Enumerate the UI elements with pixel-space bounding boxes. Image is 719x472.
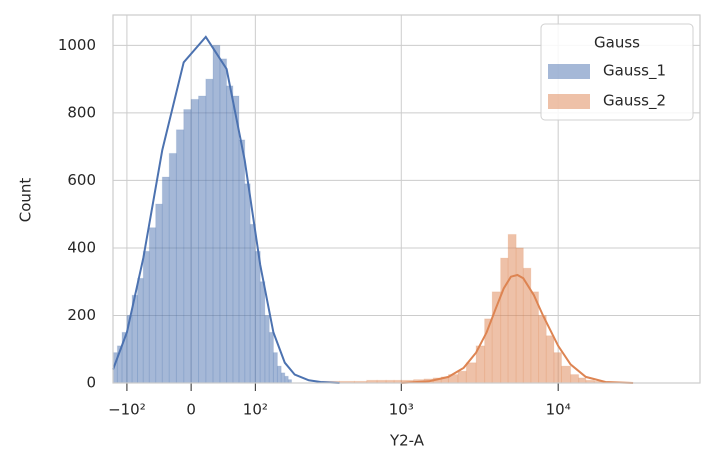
x-tick-label: 0 — [186, 401, 196, 419]
legend-title: Gauss — [594, 34, 640, 52]
legend: Gauss Gauss_1 Gauss_2 — [540, 23, 694, 121]
bar — [205, 78, 214, 384]
bar — [232, 95, 240, 384]
x-tick-label: 10³ — [389, 401, 414, 419]
y-tick-label: 0 — [86, 374, 96, 392]
bar — [570, 374, 580, 384]
y-tick-label: 400 — [67, 238, 96, 256]
legend-label: Gauss_1 — [603, 62, 666, 81]
bar — [238, 139, 246, 384]
x-tick-label: 10² — [243, 401, 268, 419]
bar — [137, 277, 144, 384]
bar — [272, 352, 278, 384]
bar — [198, 95, 207, 384]
bar — [254, 250, 261, 384]
bar — [507, 233, 517, 384]
kde-line — [401, 273, 634, 384]
x-tick-label: −10² — [108, 401, 146, 419]
bar — [183, 109, 192, 384]
bar — [578, 377, 587, 384]
x-tick-label: 10⁴ — [546, 401, 571, 419]
bar — [561, 365, 572, 384]
x-axis-label: Y2-A — [389, 432, 425, 450]
bar — [530, 291, 540, 384]
y-tick-label: 200 — [67, 306, 96, 324]
bar — [244, 183, 251, 384]
bar — [280, 372, 286, 384]
kde-line — [112, 35, 340, 384]
y-axis-label: Count — [17, 178, 35, 223]
y-tick-label: 800 — [67, 103, 96, 121]
bar — [168, 152, 177, 384]
y-tick-label: 1000 — [58, 36, 96, 54]
bar — [219, 58, 228, 384]
bar — [212, 44, 221, 384]
bar — [276, 365, 282, 384]
bar — [553, 352, 563, 384]
bar — [538, 314, 547, 384]
bar — [515, 247, 524, 384]
bar — [465, 362, 477, 384]
bar — [259, 281, 266, 384]
y-tick-label: 600 — [67, 171, 96, 189]
bar — [264, 314, 270, 384]
bar — [545, 335, 555, 384]
bar — [175, 129, 185, 384]
bar — [161, 176, 170, 384]
legend-swatch — [548, 64, 590, 79]
bar — [457, 370, 467, 384]
bar — [284, 375, 289, 384]
plot-frame — [112, 14, 701, 384]
legend-swatch — [548, 94, 590, 109]
bar — [155, 203, 163, 384]
bar — [249, 223, 256, 384]
bar — [500, 257, 509, 384]
bar — [148, 227, 157, 384]
bar — [268, 331, 274, 384]
bar — [142, 250, 150, 384]
bar — [190, 98, 200, 384]
bar — [226, 85, 234, 384]
legend-label: Gauss_2 — [603, 92, 666, 111]
